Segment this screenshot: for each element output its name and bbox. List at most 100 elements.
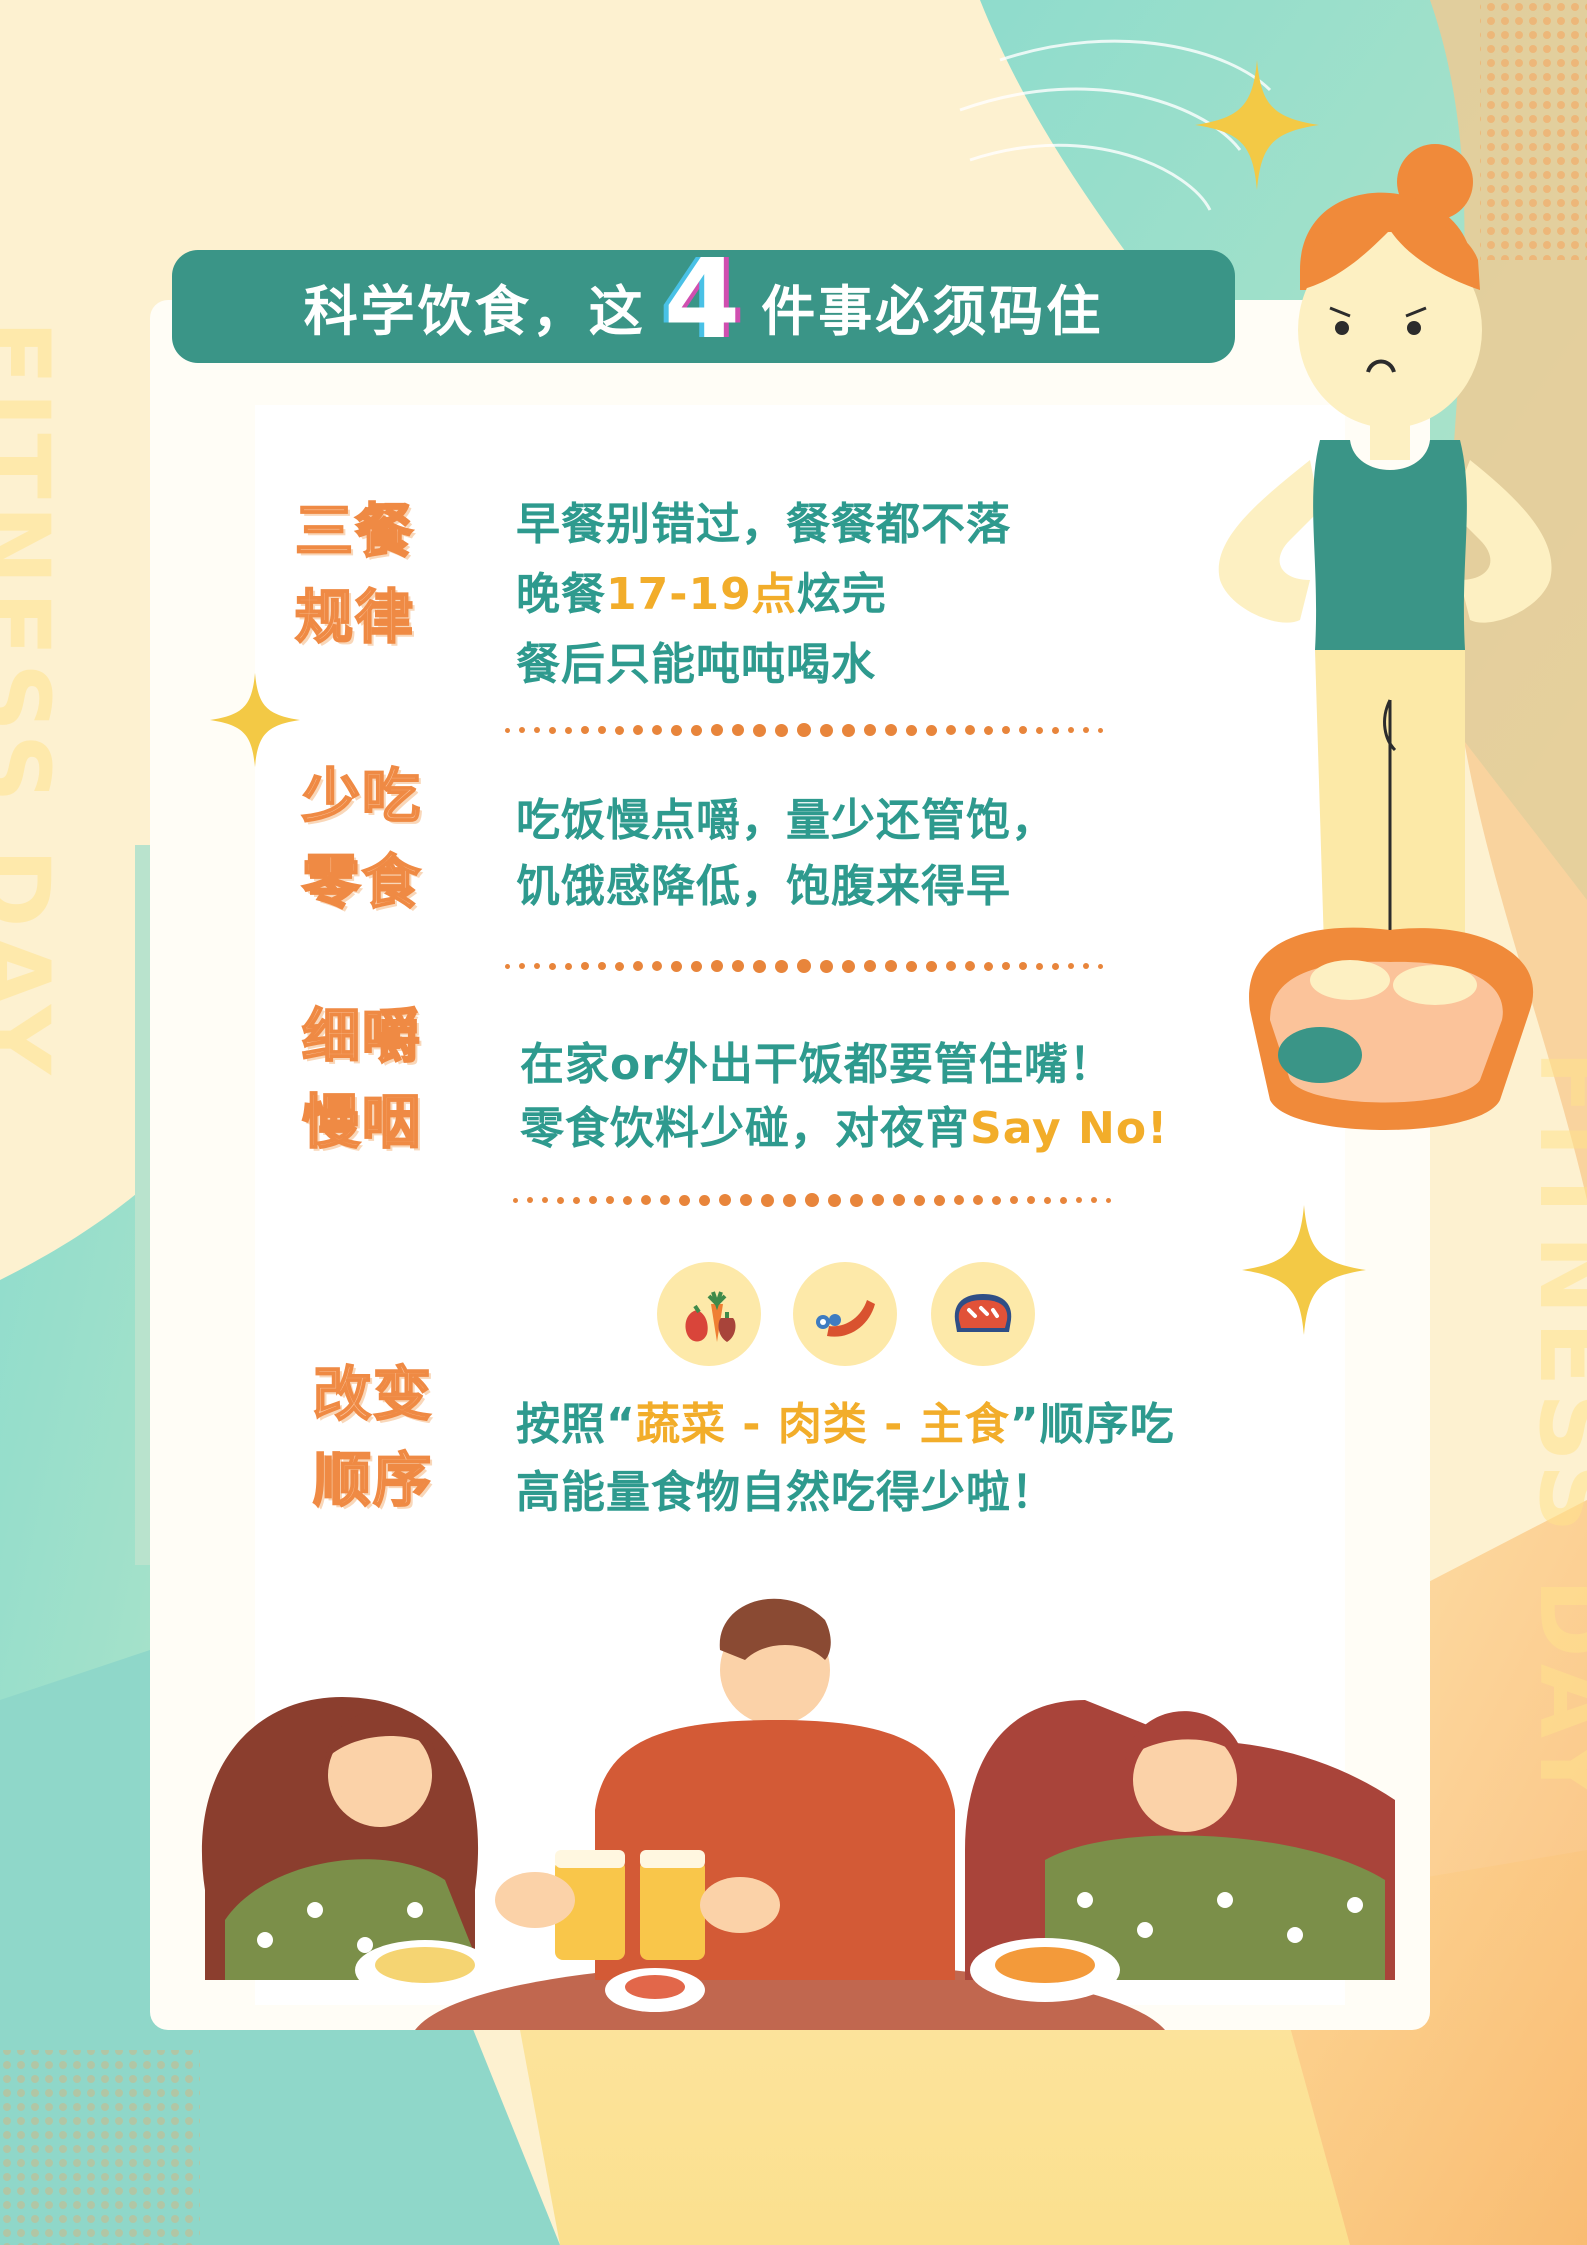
divider-dot	[926, 724, 937, 736]
divider-dot	[820, 723, 833, 737]
divider-2	[488, 958, 1120, 974]
page-title: 科学饮食，这 4 件事必须码住	[304, 244, 1104, 362]
divider-dot	[711, 960, 723, 972]
divider-dot	[984, 725, 993, 735]
divider-3	[494, 1192, 1130, 1208]
divider-dot	[1076, 1197, 1082, 1203]
divider-dot	[671, 960, 682, 972]
divider-dot	[893, 1194, 905, 1206]
section-2-heading-line2: 零食	[301, 847, 423, 917]
section-1-line2-before: 晚餐	[516, 569, 606, 620]
divider-dot	[679, 1194, 690, 1206]
divider-dot	[1010, 1196, 1018, 1204]
divider-1	[488, 722, 1120, 738]
divider-dot	[1083, 727, 1089, 733]
title-after: 件事必须码住	[761, 280, 1104, 343]
section-1-heading-line2: 规律	[294, 582, 416, 652]
divider-dot	[965, 961, 975, 971]
section-1-line2-highlight: 17-19点	[606, 569, 797, 620]
divider-dot	[581, 726, 589, 734]
divider-dot	[906, 960, 917, 972]
divider-dot	[1098, 727, 1103, 733]
divider-dot	[1019, 962, 1027, 970]
sparkle-icon	[1242, 1205, 1366, 1335]
divider-dot	[519, 963, 525, 969]
divider-dot	[885, 724, 897, 736]
section-4-line1-after: ”顺序吃	[1009, 1399, 1175, 1450]
section-2-line1: 吃饭慢点嚼，量少还管饱，	[516, 795, 1056, 846]
divider-dot	[615, 961, 624, 971]
section-1-line1: 早餐别错过，餐餐都不落	[516, 499, 1011, 550]
divider-dot	[699, 1194, 710, 1206]
divider-dot	[633, 725, 643, 735]
divider-dot	[926, 960, 937, 972]
divider-dot	[652, 961, 662, 971]
divider-dot	[534, 963, 540, 969]
divider-dot	[1106, 1197, 1111, 1203]
divider-dot	[1027, 1196, 1035, 1204]
sparkle-icon	[210, 672, 300, 768]
section-3-heading: 细嚼 慢咽	[301, 1000, 423, 1158]
divider-dot	[542, 1197, 548, 1203]
divider-dot	[652, 725, 662, 735]
divider-dot	[992, 1195, 1001, 1205]
divider-dot	[505, 727, 510, 733]
divider-dot	[615, 725, 624, 735]
divider-dot	[1068, 963, 1074, 969]
divider-dot	[842, 959, 855, 973]
divider-dot	[598, 726, 606, 734]
section-4-line1-highlight: 蔬菜 - 肉类 - 主食	[635, 1399, 1010, 1450]
woman-on-scale-illustration	[1218, 144, 1552, 1130]
section-3-heading-line2: 慢咽	[301, 1087, 423, 1157]
divider-dot	[505, 963, 510, 969]
divider-dot	[805, 1193, 819, 1207]
divider-dot	[565, 962, 572, 970]
divider-dot	[740, 1194, 752, 1206]
divider-dot	[797, 959, 811, 973]
divider-dot	[984, 961, 993, 971]
divider-dot	[633, 961, 643, 971]
divider-dot	[820, 959, 833, 973]
divider-dot	[1098, 963, 1103, 969]
section-4-line1: 按照“蔬菜 - 肉类 - 主食”顺序吃	[516, 1388, 1175, 1452]
divider-dot	[850, 1193, 863, 1207]
divider-dot	[581, 962, 589, 970]
divider-dot	[623, 1195, 632, 1205]
divider-dot	[606, 1196, 614, 1204]
section-4-heading-line2: 顺序	[312, 1445, 434, 1515]
divider-dot	[872, 1194, 884, 1206]
divider-dot	[1052, 962, 1059, 970]
divider-dot	[1068, 727, 1074, 733]
divider-dot	[691, 960, 702, 972]
section-1-line3: 餐后只能吨吨喝水	[516, 639, 876, 690]
divider-dot	[711, 724, 723, 736]
divider-dot	[973, 1195, 983, 1205]
divider-dot	[842, 723, 855, 737]
divider-dot	[914, 1194, 925, 1206]
divider-dot	[753, 959, 766, 973]
divider-dot	[1019, 726, 1027, 734]
divider-dot	[671, 724, 682, 736]
divider-dot	[534, 727, 540, 733]
divider-dot	[1002, 962, 1010, 970]
divider-dot	[775, 723, 788, 737]
section-3-line2-before: 零食饮料少碰，对夜宵	[520, 1103, 970, 1154]
title-number: 4	[663, 234, 744, 363]
section-1-line2: 晚餐17-19点炫完	[516, 558, 887, 622]
watermark-right: FITNESS DAY	[1518, 1050, 1587, 1811]
divider-dot	[549, 726, 556, 734]
divider-dot	[589, 1196, 597, 1204]
divider-dot	[519, 727, 525, 733]
section-1-heading-line1: 三餐	[294, 496, 416, 566]
divider-dot	[797, 723, 811, 737]
vegetable-icon	[657, 1262, 761, 1366]
divider-dot	[1091, 1197, 1097, 1203]
divider-dot	[1052, 726, 1059, 734]
divider-dot	[732, 960, 744, 972]
section-2-line2: 饥饿感降低，饱腹来得早	[516, 861, 1011, 912]
divider-dot	[719, 1194, 731, 1206]
divider-dot	[1002, 726, 1010, 734]
divider-dot	[660, 1195, 670, 1205]
divider-dot	[1036, 962, 1043, 970]
